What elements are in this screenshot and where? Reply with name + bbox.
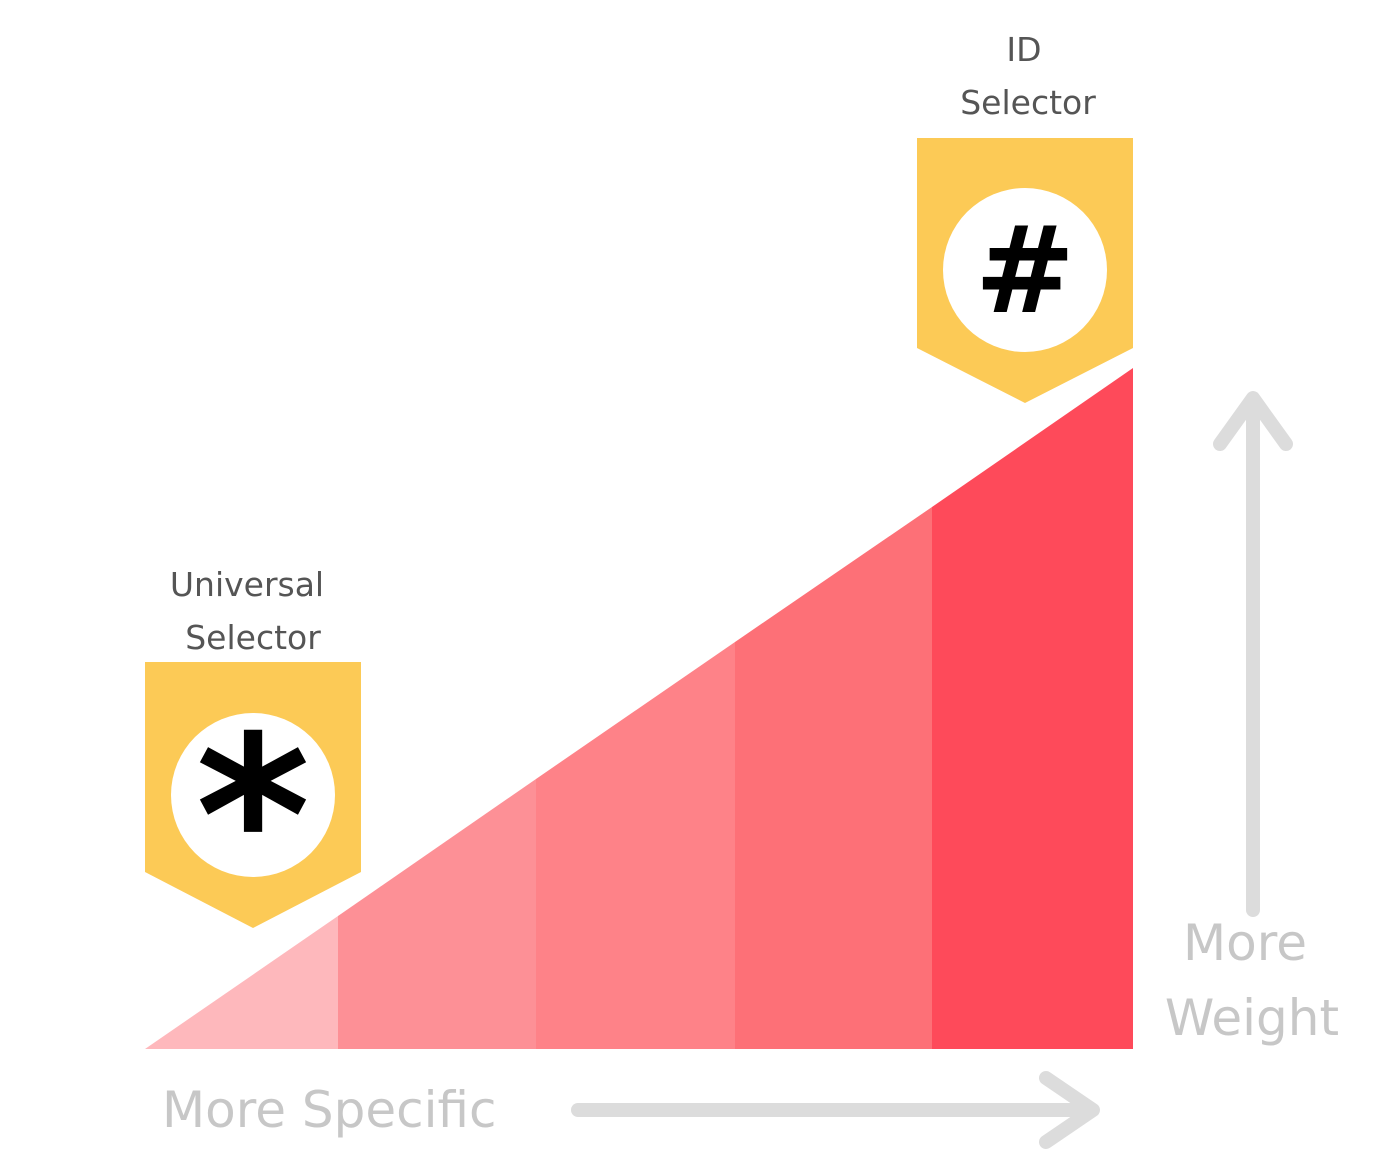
specificity-ramp [145, 368, 1133, 1049]
id-selector-badge: ID Selector # [917, 30, 1133, 403]
ramp-segment-4 [735, 507, 932, 1049]
ramp-segment-2 [338, 779, 536, 1049]
hash-icon: # [975, 202, 1076, 341]
id-badge-circle [943, 188, 1107, 352]
universal-badge-circle [171, 713, 335, 877]
specificity-arrow-head-icon [1039, 1071, 1100, 1149]
ramp-segment-1 [145, 916, 338, 1049]
weight-arrow-head-icon [1213, 391, 1293, 451]
specificity-axis-label: More Specific [162, 1081, 496, 1139]
universal-label-line1: Universal [170, 565, 324, 604]
weight-axis: More Weight [1165, 391, 1339, 1047]
weight-axis-label-line1: More [1183, 914, 1307, 972]
weight-axis-label-line2: Weight [1165, 989, 1339, 1047]
universal-selector-badge: Universal Selector * [145, 565, 361, 945]
specificity-axis: More Specific [162, 1071, 1100, 1149]
id-label-line1: ID [1006, 30, 1041, 69]
asterisk-icon: * [195, 689, 310, 945]
ramp-segment-5 [932, 368, 1133, 1049]
id-label-line2: Selector [960, 83, 1096, 122]
ramp-segment-3 [536, 642, 735, 1049]
universal-label-line2: Selector [185, 618, 321, 657]
